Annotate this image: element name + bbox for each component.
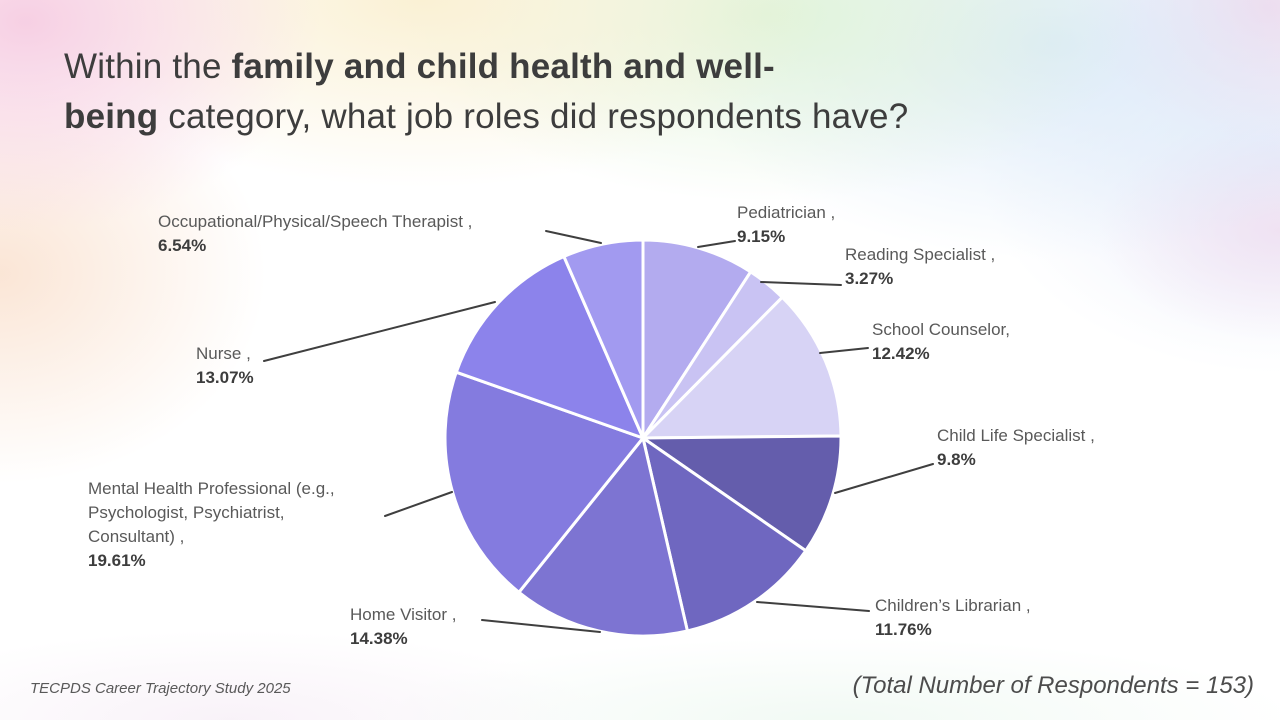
slice-percent: 3.27% bbox=[845, 269, 894, 288]
title-segment: Within the bbox=[64, 47, 232, 86]
total-respondents-note: (Total Number of Respondents = 153) bbox=[852, 672, 1254, 699]
slice-percent: 6.54% bbox=[158, 236, 207, 255]
slice-label: Nurse , bbox=[196, 344, 251, 363]
label-child-life-specialist: Child Life Specialist , 9.8% bbox=[937, 424, 1095, 472]
source-note: TECPDS Career Trajectory Study 2025 bbox=[30, 680, 291, 697]
pie-slice-pediatrician bbox=[641, 238, 753, 440]
slice-percent: 14.38% bbox=[350, 629, 408, 648]
leader-line bbox=[756, 601, 870, 612]
slice-percent: 12.42% bbox=[872, 344, 930, 363]
pie-slice-child-life-specialist bbox=[641, 434, 843, 553]
slice-label: Home Visitor , bbox=[350, 605, 457, 624]
leader-line bbox=[697, 240, 736, 248]
label-reading-specialist: Reading Specialist , 3.27% bbox=[845, 243, 995, 291]
slice-label: Reading Specialist , bbox=[845, 245, 996, 264]
page-title: Within the family and child health and w… bbox=[64, 42, 1244, 142]
leader-line bbox=[545, 230, 602, 244]
slice-label: Child Life Specialist , bbox=[937, 426, 1095, 445]
slice-percent: 11.76% bbox=[875, 620, 932, 639]
slice-label: Children’s Librarian , bbox=[875, 596, 1031, 615]
slice-percent: 9.8% bbox=[937, 450, 976, 469]
pie-slice-school-counselor bbox=[641, 295, 843, 440]
slice-percent: 9.15% bbox=[737, 227, 786, 246]
label-school-counselor: School Counselor, 12.42% bbox=[872, 318, 1010, 366]
leader-line bbox=[384, 491, 453, 517]
leader-line bbox=[760, 281, 842, 286]
slice-label: Mental Health Professional (e.g., Psycho… bbox=[88, 479, 335, 546]
title-segment-bold: family and child health and well- bbox=[231, 47, 775, 86]
slice-percent: 13.07% bbox=[196, 368, 254, 387]
pie-slice-children-s-librarian bbox=[641, 436, 808, 633]
label-pediatrician: Pediatrician , 9.15% bbox=[737, 201, 835, 249]
slice-label: Pediatrician , bbox=[737, 203, 836, 222]
label-mental-health-professional: Mental Health Professional (e.g., Psycho… bbox=[88, 477, 398, 573]
label-nurse: Nurse , 13.07% bbox=[196, 342, 254, 390]
title-segment: category, what job roles did respondents… bbox=[158, 97, 909, 136]
leader-line bbox=[481, 619, 601, 633]
pie-slice-nurse bbox=[454, 254, 645, 440]
leader-line bbox=[263, 301, 496, 362]
leader-line bbox=[819, 347, 869, 354]
label-childrens-librarian: Children’s Librarian , 11.76% bbox=[875, 594, 1031, 642]
label-occupational-therapist: Occupational/Physical/Speech Therapist ,… bbox=[158, 210, 472, 258]
slice-percent: 19.61% bbox=[88, 551, 146, 570]
pie-slice-occupational-physical-speech-therapist bbox=[562, 238, 645, 440]
leader-line bbox=[834, 463, 934, 494]
label-home-visitor: Home Visitor , 14.38% bbox=[350, 603, 456, 651]
slice-label: School Counselor, bbox=[872, 320, 1010, 339]
slice-label: Occupational/Physical/Speech Therapist , bbox=[158, 212, 473, 231]
title-segment-bold: being bbox=[64, 97, 159, 136]
